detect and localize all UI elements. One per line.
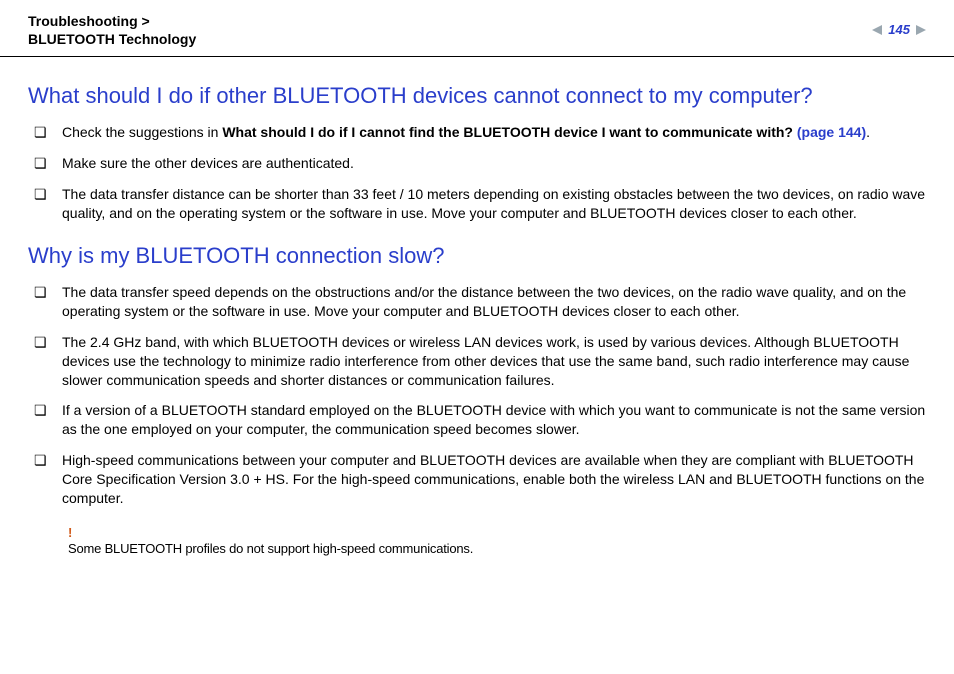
note-block: ! Some BLUETOOTH profiles do not support… [28, 526, 926, 558]
list-item: High-speed communications between your c… [28, 451, 926, 508]
next-page-icon[interactable] [916, 25, 926, 35]
list-item: The data transfer distance can be shorte… [28, 185, 926, 223]
breadcrumb-line1: Troubleshooting > [28, 13, 150, 29]
text-run: . [866, 124, 870, 140]
list-item: If a version of a BLUETOOTH standard emp… [28, 401, 926, 439]
breadcrumb: Troubleshooting > BLUETOOTH Technology [28, 12, 196, 48]
note-bang-icon: ! [68, 526, 926, 539]
page-number: 145 [886, 22, 912, 37]
document-page: Troubleshooting > BLUETOOTH Technology 1… [0, 0, 954, 674]
list-item: The data transfer speed depends on the o… [28, 283, 926, 321]
section2-title: Why is my BLUETOOTH connection slow? [28, 243, 926, 269]
breadcrumb-line2: BLUETOOTH Technology [28, 30, 196, 48]
section1-list: Check the suggestions in What should I d… [28, 123, 926, 223]
list-item: The 2.4 GHz band, with which BLUETOOTH d… [28, 333, 926, 390]
page-header: Troubleshooting > BLUETOOTH Technology 1… [0, 0, 954, 57]
text-bold: What should I do if I cannot find the BL… [222, 124, 797, 140]
list-item: Make sure the other devices are authenti… [28, 154, 926, 173]
list-item: Check the suggestions in What should I d… [28, 123, 926, 142]
page-link[interactable]: (page 144) [797, 124, 866, 140]
page-content: What should I do if other BLUETOOTH devi… [0, 57, 954, 557]
text-run: Check the suggestions in [62, 124, 222, 140]
page-number-nav: 145 [872, 22, 926, 37]
note-text: Some BLUETOOTH profiles do not support h… [68, 541, 473, 556]
section2-list: The data transfer speed depends on the o… [28, 283, 926, 508]
prev-page-icon[interactable] [872, 25, 882, 35]
section1-title: What should I do if other BLUETOOTH devi… [28, 83, 926, 109]
